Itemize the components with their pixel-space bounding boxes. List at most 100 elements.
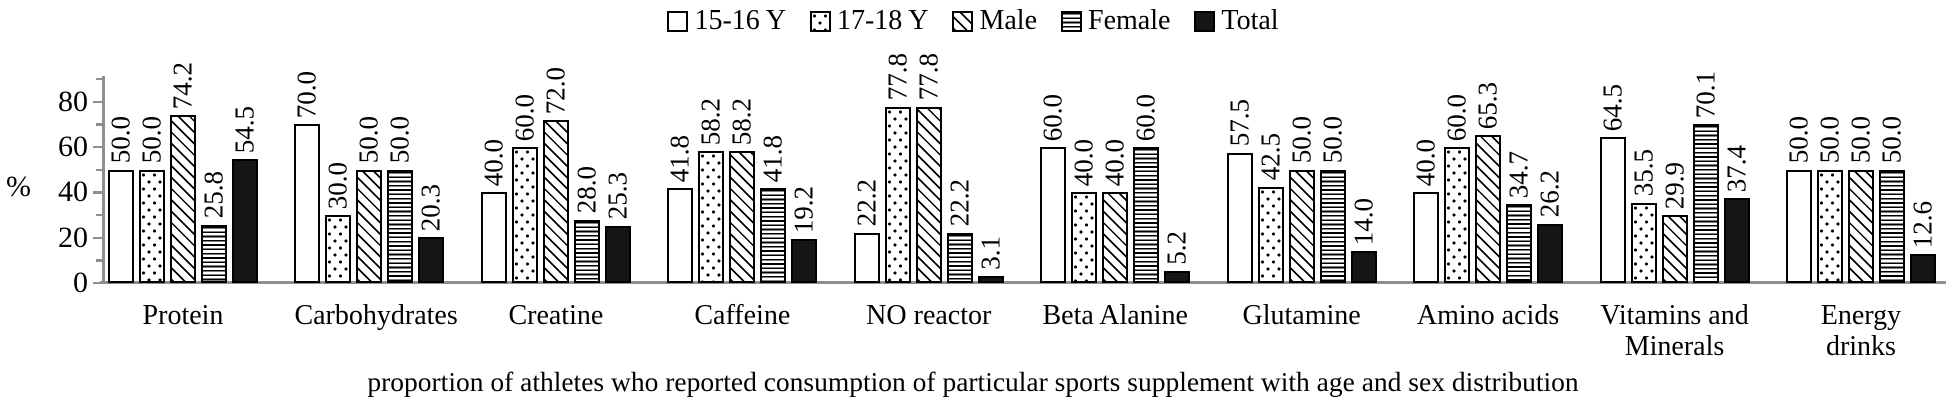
- bar-cell: 30.0: [323, 79, 353, 283]
- category-label: Beta Alanine: [1042, 300, 1188, 331]
- bar-value-label: 40.0: [1068, 139, 1099, 187]
- bar-cell: 40.0: [478, 79, 509, 283]
- category-label: NO reactor: [866, 300, 992, 331]
- bar-value-label: 50.0: [1876, 116, 1907, 164]
- bar-value-label: 34.7: [1503, 151, 1534, 199]
- diagonal-hatch-swatch-icon: [952, 10, 974, 32]
- bar-cell: 60.0: [1441, 79, 1472, 283]
- bar-cell: 65.3: [1473, 79, 1503, 283]
- bar-group-vitamins-and-minerals: 64.5 35.5 29.9 70.1 37.4: [1597, 71, 1751, 283]
- bar-cell: 41.8: [757, 79, 788, 283]
- bar-value-label: 64.5: [1597, 83, 1627, 131]
- bar-value-label: 50.0: [1783, 116, 1814, 164]
- bar-17-18-y: [139, 169, 165, 283]
- bar-total: [232, 159, 258, 283]
- bar-value-label: 29.9: [1659, 161, 1689, 210]
- bar-17-18-y: [698, 151, 725, 283]
- bar-value-label: 77.8: [913, 53, 944, 101]
- bar-value-label: 50.0: [1845, 116, 1876, 164]
- bar-value-label: 5.2: [1161, 231, 1192, 266]
- bar-value-label: 58.2: [726, 97, 757, 146]
- y-axis: [102, 76, 105, 284]
- bar-value-label: 41.8: [757, 135, 788, 183]
- bar-total: [1164, 271, 1191, 283]
- bar-male: [170, 114, 196, 283]
- y-minor-tick: [96, 123, 102, 126]
- legend-item-female: Female: [1061, 5, 1170, 37]
- bar-female: [760, 188, 787, 283]
- y-tick-label: 0: [73, 266, 88, 299]
- bar-cell: 74.2: [168, 62, 198, 283]
- bar-total: [1909, 254, 1936, 283]
- bar-17-18-y: [1071, 192, 1098, 283]
- y-tick-label: 60: [58, 130, 88, 163]
- bar-value-label: 72.0: [540, 66, 571, 114]
- bar-cell: 54.5: [230, 79, 260, 283]
- bar-15-16-y: [1040, 147, 1067, 283]
- bar-value-label: 41.8: [664, 135, 695, 183]
- bar-cell: 28.0: [571, 79, 601, 283]
- bar-cell: 40.0: [1068, 79, 1099, 283]
- bar-cell: 58.2: [695, 79, 726, 283]
- y-minor-tick: [96, 214, 102, 217]
- bar-total: [1537, 223, 1564, 283]
- bar-cell: 25.8: [199, 79, 229, 283]
- bar-value-label: 50.0: [1317, 116, 1348, 164]
- bar-cell: 60.0: [1037, 79, 1068, 283]
- bar-cell: 40.0: [1100, 79, 1130, 283]
- category-label: Caffeine: [694, 300, 791, 331]
- bar-15-16-y: [1785, 169, 1812, 283]
- bar-total: [1350, 251, 1377, 283]
- bar-value-label: 26.2: [1534, 170, 1565, 218]
- bar-cell: 60.0: [509, 79, 539, 283]
- bar-cell: 50.0: [1876, 79, 1907, 283]
- bar-cell: 50.0: [106, 79, 136, 283]
- legend-label: Total: [1221, 5, 1279, 36]
- legend-item-male: Male: [952, 5, 1037, 37]
- bar-value-label: 40.0: [478, 139, 509, 187]
- bar-total: [604, 225, 631, 283]
- category-label: Creatine: [508, 300, 604, 331]
- bar-total: [418, 237, 445, 283]
- bar-cell: 22.2: [944, 79, 974, 283]
- bar-total: [977, 275, 1004, 283]
- bar-group-protein: 50.0 50.0 74.2 25.8 54.5: [106, 62, 260, 283]
- bar-group-glutamine: 57.5 42.5 50.0 50.0 14.0: [1224, 79, 1378, 283]
- bar-cell: 35.5: [1628, 79, 1658, 283]
- legend-item-total: Total: [1194, 5, 1279, 37]
- category-label: Vitamins and Minerals: [1600, 300, 1749, 363]
- bar-value-label: 25.3: [602, 172, 633, 220]
- bar-female: [946, 232, 973, 283]
- dots-swatch-icon: [809, 10, 831, 32]
- y-minor-tick: [96, 78, 102, 81]
- y-minor-tick: [96, 259, 102, 262]
- bar-male: [915, 106, 942, 283]
- bar-female: [387, 169, 414, 283]
- bar-total: [791, 239, 818, 283]
- plot-area: 50.0 50.0 74.2 25.8 54.5 70.0 30.0 50.0 50.0 20.3…: [106, 53, 1937, 283]
- bar-cell: 60.0: [1131, 79, 1161, 283]
- horizontal-lines-swatch-icon: [1061, 10, 1082, 32]
- bar-cell: 14.0: [1348, 79, 1378, 283]
- bar-15-16-y: [667, 188, 694, 283]
- bar-cell: 34.7: [1503, 79, 1534, 283]
- x-axis: [100, 281, 1946, 284]
- bar-17-18-y: [511, 147, 538, 283]
- bar-15-16-y: [108, 169, 134, 283]
- bar-cell: 50.0: [137, 79, 167, 283]
- bar-value-label: 60.0: [1037, 93, 1068, 141]
- bar-group-carbohydrates: 70.0 30.0 50.0 50.0 20.3: [292, 71, 446, 283]
- legend-item-17-18-y: 17-18 Y: [809, 5, 929, 37]
- category-label: Energy drinks: [1820, 300, 1902, 363]
- y-axis-label: %: [6, 170, 31, 203]
- bar-cell: 57.5: [1224, 79, 1254, 283]
- legend-label: 17-18 Y: [836, 5, 929, 36]
- bar-cell: 58.2: [726, 79, 757, 283]
- bar-female: [1319, 169, 1346, 283]
- bar-value-label: 22.2: [851, 179, 882, 227]
- bar-cell: 29.9: [1659, 79, 1689, 283]
- bar-value-label: 60.0: [1441, 93, 1472, 141]
- bar-value-label: 58.2: [695, 97, 726, 146]
- category-label: Carbohydrates: [294, 300, 458, 331]
- bar-cell: 50.0: [1814, 79, 1844, 283]
